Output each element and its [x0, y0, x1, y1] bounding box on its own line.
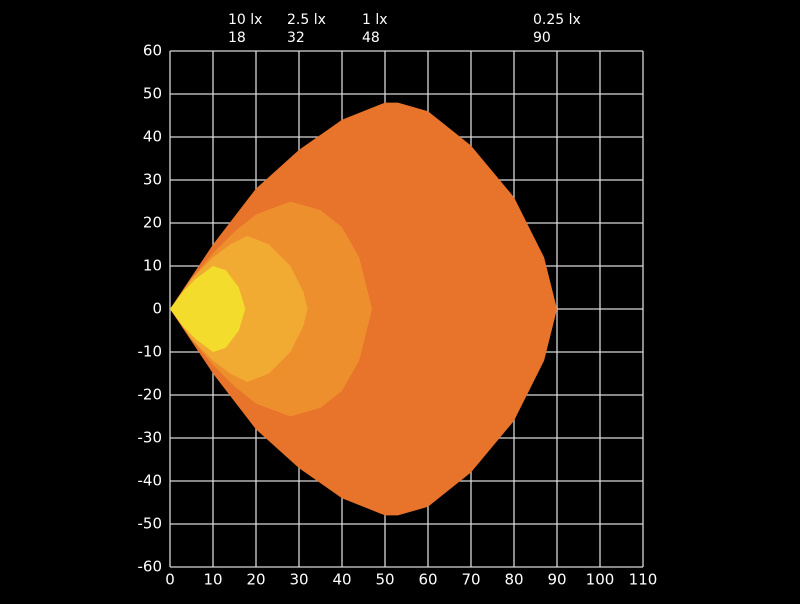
y-tick-label: 10 [143, 257, 162, 275]
x-tick-label: 20 [246, 571, 265, 589]
x-tick-label: 90 [547, 571, 566, 589]
x-tick-label: 80 [504, 571, 523, 589]
x-tick-label: 100 [586, 571, 615, 589]
y-tick-label: -40 [138, 472, 163, 490]
x-tick-label: 10 [203, 571, 222, 589]
x-tick-label: 110 [629, 571, 658, 589]
y-tick-label: 30 [143, 171, 162, 189]
legend-label: 0.25 lx [533, 12, 581, 28]
y-tick-label: -10 [138, 343, 163, 361]
y-tick-label: -20 [138, 386, 163, 404]
x-tick-label: 70 [461, 571, 480, 589]
y-tick-label: -60 [138, 558, 163, 576]
y-tick-label: 0 [152, 300, 162, 318]
legend-label: 2.5 lx [287, 12, 326, 28]
range-label: 48 [362, 30, 380, 46]
y-tick-label: 60 [143, 42, 162, 60]
range-label: 32 [287, 30, 305, 46]
isolux-area [170, 266, 246, 352]
legend-label: 10 lx [228, 12, 262, 28]
y-tick-label: -30 [138, 429, 163, 447]
y-tick-label: 20 [143, 214, 162, 232]
x-tick-label: 40 [332, 571, 351, 589]
legend-label: 1 lx [362, 12, 388, 28]
x-tick-label: 30 [289, 571, 308, 589]
x-tick-label: 50 [375, 571, 394, 589]
y-tick-label: 50 [143, 85, 162, 103]
y-tick-label: -50 [138, 515, 163, 533]
range-label: 90 [533, 30, 551, 46]
range-label: 18 [228, 30, 246, 46]
x-tick-label: 60 [418, 571, 437, 589]
y-tick-label: 40 [143, 128, 162, 146]
x-tick-label: 0 [165, 571, 175, 589]
